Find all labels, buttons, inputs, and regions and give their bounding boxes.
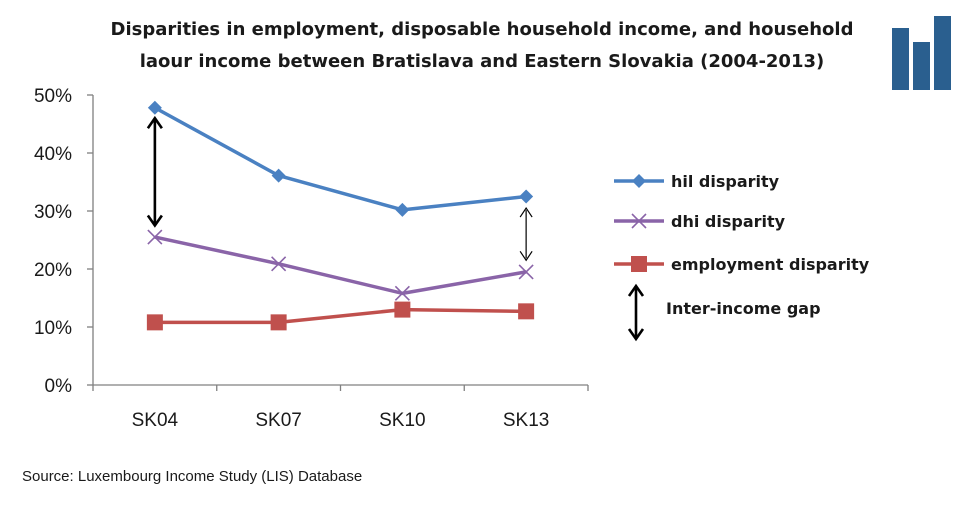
- source-note: Source: Luxembourg Income Study (LIS) Da…: [22, 468, 363, 485]
- data-point: [518, 303, 535, 320]
- x-tick-label: SK04: [132, 410, 179, 431]
- legend-item: Inter-income gap: [627, 283, 821, 342]
- series-0: [147, 100, 534, 217]
- series-group: [146, 100, 535, 331]
- bar-chart-logo-icon: [892, 16, 951, 90]
- legend-label: dhi disparity: [671, 212, 786, 231]
- x-tick-label: SK07: [255, 410, 301, 431]
- data-point: [147, 100, 162, 115]
- data-point: [519, 189, 534, 204]
- chart-title-line-2: laour income between Bratislava and East…: [140, 51, 825, 72]
- double-arrow-icon: [627, 283, 645, 342]
- series-line: [154, 307, 527, 325]
- legend: hil disparity dhi disparity employment dis…: [614, 172, 870, 342]
- inter-income-gap-arrow: [146, 115, 163, 228]
- y-tick-label: 30%: [34, 202, 72, 223]
- legend-marker: [631, 213, 647, 229]
- y-tick-label: 0%: [45, 376, 73, 397]
- y-tick-label: 40%: [34, 144, 72, 165]
- legend-label: employment disparity: [671, 255, 870, 274]
- data-point: [518, 264, 534, 280]
- logo-bar: [934, 16, 951, 90]
- y-tick-label: 50%: [34, 86, 72, 107]
- x-tick-label: SK13: [503, 410, 549, 431]
- series-2: [146, 301, 535, 331]
- legend-label: Inter-income gap: [666, 299, 821, 318]
- series-line: [154, 106, 527, 212]
- y-tick-label: 20%: [34, 260, 72, 281]
- legend-label: hil disparity: [671, 172, 780, 191]
- chart-title-line-1: Disparities in employment, disposable ho…: [111, 19, 854, 40]
- legend-item: hil disparity: [614, 172, 780, 191]
- legend-marker: [632, 174, 646, 188]
- data-point: [271, 256, 287, 272]
- y-tick-label: 10%: [34, 318, 72, 339]
- x-tick-label: SK10: [379, 410, 425, 431]
- y-axis-ticks: 0% 10% 20% 30% 40% 50%: [34, 86, 93, 397]
- legend-item: dhi disparity: [614, 212, 786, 231]
- logo-bar: [913, 42, 930, 90]
- legend-item: employment disparity: [614, 255, 870, 274]
- series-line: [154, 235, 527, 296]
- legend-marker: [631, 256, 647, 272]
- data-point: [394, 301, 411, 318]
- inter-income-gap-arrow: [519, 207, 533, 262]
- data-point: [146, 314, 163, 331]
- data-point: [270, 314, 287, 331]
- data-point: [395, 202, 410, 217]
- gap-annotations: [146, 115, 533, 262]
- x-axis-ticks: SK04 SK07 SK10 SK13: [92, 385, 589, 431]
- logo-bar: [892, 28, 909, 90]
- data-point: [271, 168, 286, 183]
- data-point: [147, 229, 163, 245]
- data-point: [394, 285, 410, 301]
- series-1: [147, 229, 534, 301]
